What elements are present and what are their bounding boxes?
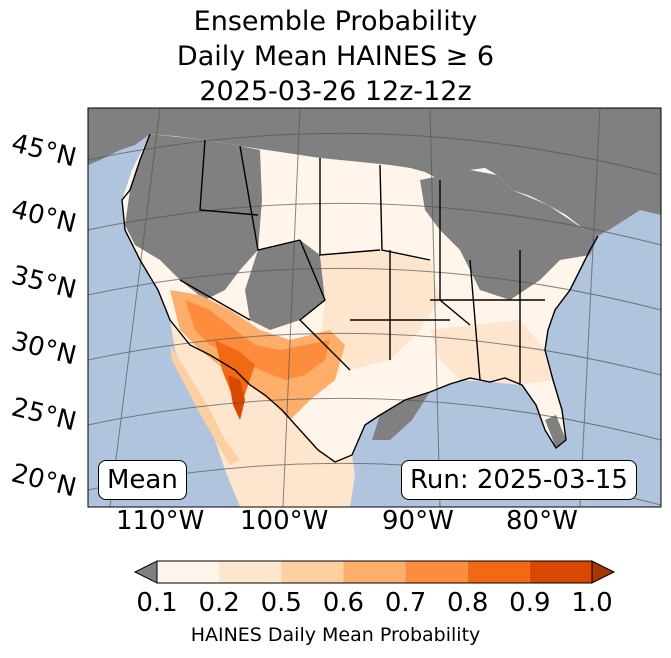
baja-peninsula (170, 345, 240, 465)
gray-rockies (245, 240, 325, 330)
colorbar-title: HAINES Daily Mean Probability (190, 624, 481, 646)
colorbar-tick-label: 0.9 (509, 588, 551, 618)
graticule (88, 108, 661, 507)
mexico-landmass (170, 320, 355, 507)
lon-label-110: 110°W (116, 506, 205, 536)
colorbar-tick-label: 0.2 (198, 588, 240, 618)
colorbar-segment (405, 561, 468, 583)
colorbar-tick-label: 0.8 (447, 588, 489, 618)
gray-florida-tip (545, 415, 566, 448)
southeast-peach (430, 320, 553, 385)
lon-label-90: 90°W (382, 506, 454, 536)
southwest-high (185, 300, 330, 380)
colorbar-segment (281, 561, 344, 583)
colorbar-tick-label: 0.7 (384, 588, 427, 618)
canada-landmass (88, 108, 661, 236)
colorbar-over-arrow (591, 560, 616, 584)
state-borders (121, 133, 599, 463)
gray-northwest (125, 134, 262, 300)
gray-great-lakes (420, 170, 598, 300)
plains-peach (320, 250, 440, 370)
colorbar-frame (156, 560, 593, 584)
map-frame (87, 107, 662, 508)
colorbar-tick-label: 0.6 (322, 588, 365, 618)
run-label-box: Run: 2025-03-15 (401, 460, 637, 500)
lon-label-80: 80°W (506, 506, 578, 536)
colorbar-segment (157, 561, 220, 583)
colorbar-segment (467, 561, 530, 583)
colorbar-tick-label: 1.0 (571, 588, 613, 618)
gray-texas-coast (372, 392, 430, 440)
lon-label-100: 100°W (240, 506, 329, 536)
colorbar-segment (219, 561, 282, 583)
colorbar-tick-label: 0.5 (260, 588, 302, 618)
title-line-3: 2025-03-26 12z-12z (199, 76, 472, 107)
colorbar (133, 560, 616, 584)
colorbar-tick-label: 0.1 (136, 588, 178, 618)
title-line-2: Daily Mean HAINES ≥ 6 (176, 41, 495, 72)
colorbar-segment (529, 561, 592, 583)
southwest-peak (215, 340, 255, 410)
mean-label-box: Mean (98, 460, 187, 500)
colorbar-segment (343, 561, 406, 583)
colorbar-under-arrow (133, 560, 158, 584)
title-line-1: Ensemble Probability (193, 6, 478, 37)
mexico-dark (228, 375, 245, 420)
